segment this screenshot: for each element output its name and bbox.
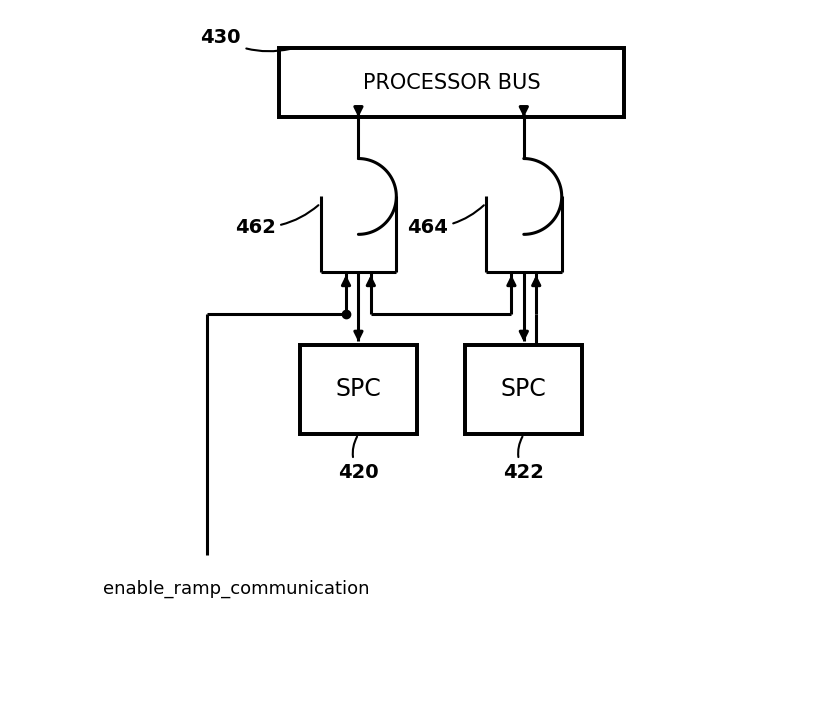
Text: PROCESSOR BUS: PROCESSOR BUS <box>363 72 540 93</box>
Text: SPC: SPC <box>335 378 381 401</box>
Text: 430: 430 <box>200 28 290 51</box>
Text: SPC: SPC <box>501 378 547 401</box>
Text: 462: 462 <box>234 205 319 237</box>
Bar <box>300 344 417 434</box>
Text: 420: 420 <box>338 437 379 482</box>
Text: enable_ramp_communication: enable_ramp_communication <box>103 580 370 598</box>
Bar <box>279 49 624 117</box>
Text: 422: 422 <box>504 437 545 482</box>
Text: 464: 464 <box>407 205 484 237</box>
Bar <box>465 344 582 434</box>
